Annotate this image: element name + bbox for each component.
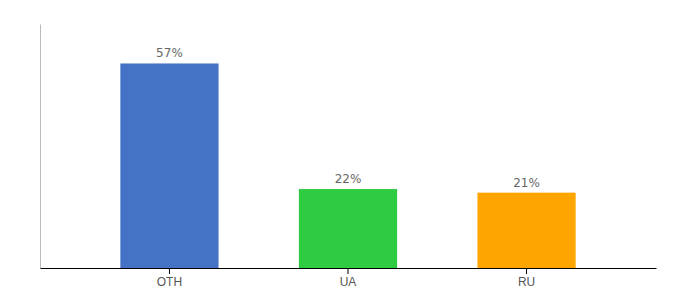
bar xyxy=(120,63,218,268)
chart: OTH UA RU 57% 22% 21% xyxy=(0,0,680,300)
y-axis xyxy=(40,25,41,269)
x-axis: OTH UA RU xyxy=(41,268,657,289)
x-tick-mark xyxy=(526,268,527,274)
x-tick-label: UA xyxy=(340,275,357,289)
y-axis-line xyxy=(40,25,41,269)
x-tick-label: RU xyxy=(518,275,535,289)
x-tick: RU xyxy=(518,268,535,289)
x-tick-label: OTH xyxy=(157,275,182,289)
data-label: 22% xyxy=(335,172,362,186)
x-tick-mark xyxy=(169,268,170,274)
x-tick: OTH xyxy=(157,268,182,289)
x-tick: UA xyxy=(340,268,357,289)
x-tick-mark xyxy=(348,268,349,274)
data-label: 21% xyxy=(513,176,540,190)
data-labels: 57% 22% 21% xyxy=(156,46,540,189)
bar xyxy=(299,189,397,268)
bar xyxy=(477,193,575,268)
bars xyxy=(120,63,575,268)
plot: OTH UA RU 57% 22% 21% xyxy=(41,25,657,289)
data-label: 57% xyxy=(156,46,183,60)
